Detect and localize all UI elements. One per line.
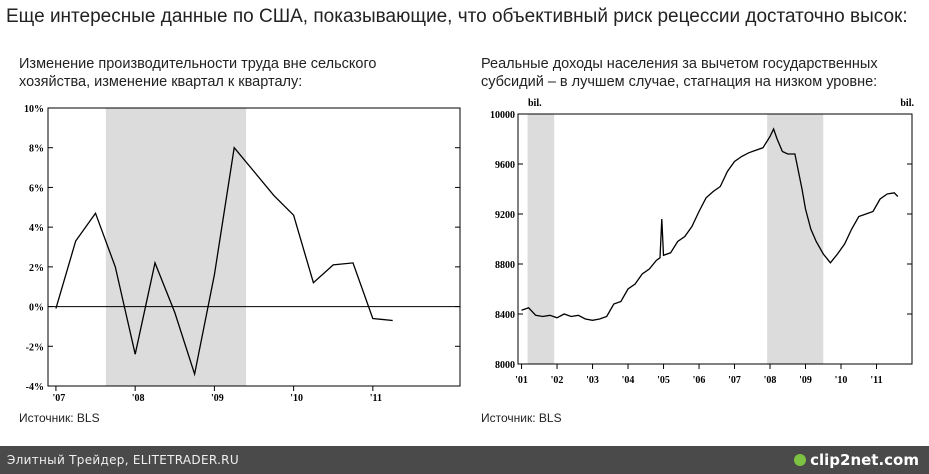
clip2net-logo-text: clip2net.com	[810, 451, 919, 469]
x-tick-label: '09	[799, 375, 812, 386]
y-tick-label: 9600	[495, 160, 515, 171]
x-tick-label: '05	[657, 375, 670, 386]
x-tick-label: '08	[132, 393, 145, 404]
plot-frame	[517, 113, 913, 365]
y-tick-label: 8400	[495, 310, 515, 321]
x-tick-label: '01	[515, 375, 528, 386]
income-line	[521, 127, 899, 321]
plot-frame	[47, 107, 461, 387]
y-tick-label: 10%	[24, 104, 44, 115]
footer-text: Элитный Трейдер, ELITETRADER.RU	[7, 453, 239, 467]
y-tick-label: -4%	[26, 382, 44, 393]
chart2-title: Реальные доходы населения за вычетом гос…	[481, 56, 878, 90]
chart1-title: Изменение производительности труда вне с…	[19, 56, 377, 90]
y-tick-label: 6%	[29, 183, 44, 194]
unit-label-left: bil.	[528, 98, 542, 109]
footer-bar: Элитный Трейдер, ELITETRADER.RU clip2net…	[0, 446, 929, 474]
x-tick-label: '02	[551, 375, 564, 386]
chart2-source: Источник: BLS	[481, 411, 562, 425]
x-tick-label: '10	[290, 393, 303, 404]
x-tick-label: '06	[693, 375, 706, 386]
y-tick-label: 4%	[29, 223, 44, 234]
chart1-source: Источник: BLS	[19, 411, 100, 425]
y-tick-label: 8800	[495, 260, 515, 271]
x-tick-label: '11	[870, 375, 882, 386]
x-tick-label: '10	[835, 375, 848, 386]
page-title: Еще интересные данные по США, показывающ…	[6, 6, 908, 27]
recession-shade	[527, 114, 555, 364]
x-tick-label: '07	[728, 375, 741, 386]
clip2net-logo[interactable]: clip2net.com	[794, 449, 919, 471]
y-tick-label: 0%	[29, 303, 44, 314]
x-tick-label: '04	[622, 375, 635, 386]
x-tick-label: '08	[764, 375, 777, 386]
x-tick-label: '11	[370, 393, 382, 404]
x-tick-label: '07	[53, 393, 66, 404]
y-tick-label: 2%	[29, 263, 44, 274]
productivity-line	[55, 146, 393, 377]
x-tick-label: '03	[586, 375, 599, 386]
y-tick-label: 10000	[490, 110, 515, 121]
y-tick-label: 8000	[495, 360, 515, 371]
y-tick-label: 8%	[29, 144, 44, 155]
x-tick-label: '09	[211, 393, 224, 404]
clip2net-logo-icon	[794, 454, 807, 466]
y-tick-label: 9200	[495, 210, 515, 221]
unit-label-right: bil.	[900, 98, 914, 109]
y-tick-label: -2%	[26, 342, 44, 353]
recession-shade	[105, 108, 247, 386]
